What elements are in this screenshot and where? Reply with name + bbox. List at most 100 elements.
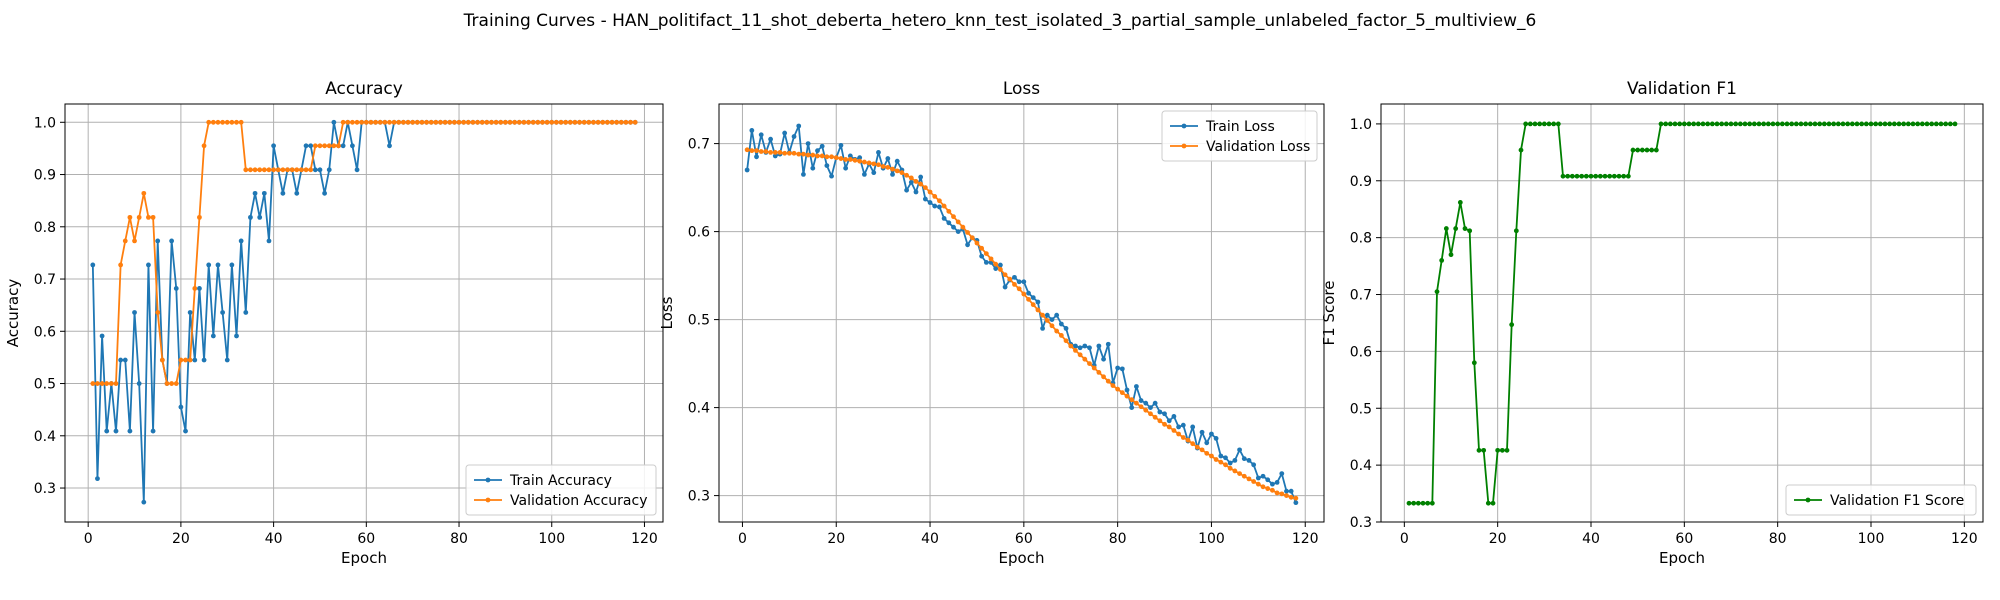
data-point (1270, 481, 1275, 487)
data-point (927, 200, 933, 205)
data-point (1073, 343, 1078, 349)
x-tick-label: 120 (1292, 531, 1319, 547)
data-point (387, 119, 392, 125)
data-point (1134, 400, 1139, 406)
data-point (1509, 322, 1515, 328)
data-point (1485, 500, 1491, 506)
data-point (220, 119, 226, 125)
data-point (201, 357, 207, 363)
data-point (1555, 121, 1561, 127)
data-point (280, 167, 286, 173)
data-point (899, 170, 905, 176)
data-point (1138, 398, 1144, 403)
data-point (993, 266, 999, 271)
data-point (118, 262, 124, 268)
y-tick-label: 1.0 (1350, 117, 1372, 133)
data-point (1761, 121, 1767, 127)
data-point (1040, 312, 1045, 318)
data-point (1044, 318, 1050, 323)
data-point (266, 238, 272, 244)
data-point (1096, 370, 1102, 375)
data-point (618, 119, 624, 125)
data-point (377, 119, 383, 125)
data-point (768, 150, 773, 155)
data-point (516, 119, 522, 125)
data-point (754, 148, 759, 154)
axes-frame (64, 103, 664, 523)
data-point (461, 119, 467, 125)
data-point (512, 119, 518, 125)
data-point (791, 134, 797, 139)
data-point (322, 190, 327, 196)
data-point (913, 179, 919, 184)
data-point (1026, 290, 1031, 296)
data-point (941, 216, 947, 221)
data-point (1471, 360, 1477, 366)
data-point (155, 310, 161, 315)
x-tick-label: 40 (265, 531, 283, 547)
legend-box (1161, 110, 1318, 162)
legend: Train Accuracy Validation Accuracy (465, 464, 657, 516)
data-point (852, 157, 858, 163)
data-point (359, 119, 365, 125)
data-point (866, 160, 872, 166)
data-point (238, 119, 244, 125)
data-point (164, 381, 170, 386)
data-point (810, 165, 816, 171)
data-point (969, 235, 975, 241)
data-point (493, 119, 499, 125)
data-point (941, 203, 947, 209)
data-point (266, 167, 272, 173)
data-point (1251, 462, 1257, 468)
y-tick-label: 0.3 (688, 489, 710, 505)
data-point (1616, 173, 1622, 179)
data-point (192, 286, 198, 291)
data-point (1176, 431, 1182, 437)
data-point (932, 194, 938, 199)
data-point (1551, 121, 1557, 127)
data-point (1793, 121, 1799, 127)
data-point (1588, 173, 1594, 179)
data-point (1138, 404, 1144, 410)
data-point (215, 262, 221, 268)
data-point (95, 476, 100, 482)
data-point (833, 155, 839, 161)
data-point (1537, 121, 1543, 127)
data-point (1476, 447, 1482, 453)
y-tick-label: 0.5 (34, 377, 56, 393)
data-point (210, 333, 216, 339)
data-point (173, 286, 179, 291)
data-point (810, 152, 816, 158)
data-point (1251, 479, 1257, 484)
data-point (1044, 312, 1050, 318)
data-point (521, 119, 527, 125)
data-point (257, 167, 263, 173)
data-point (591, 119, 596, 125)
data-point (805, 152, 811, 158)
data-point (558, 119, 564, 125)
data-point (1868, 121, 1874, 127)
data-point (614, 119, 620, 125)
data-point (326, 167, 332, 173)
data-point (577, 119, 582, 125)
data-point (805, 141, 811, 147)
legend: Validation F1 Score (1785, 484, 1977, 516)
data-point (1653, 147, 1659, 153)
data-point (1467, 228, 1473, 234)
data-point (1171, 414, 1177, 419)
data-point (1952, 121, 1958, 127)
x-tick-label: 40 (921, 531, 939, 547)
data-point (1420, 500, 1426, 506)
data-point (782, 150, 788, 156)
x-tick-label: 120 (1951, 531, 1978, 547)
data-point (1630, 147, 1636, 153)
data-point (586, 119, 592, 125)
data-point (1574, 173, 1580, 179)
data-point (843, 165, 849, 171)
data-point (549, 119, 555, 125)
data-point (234, 333, 239, 339)
data-point (1429, 500, 1435, 506)
x-tick-label: 100 (538, 531, 565, 547)
data-point (122, 238, 128, 244)
x-tick-label: 100 (1198, 531, 1225, 547)
